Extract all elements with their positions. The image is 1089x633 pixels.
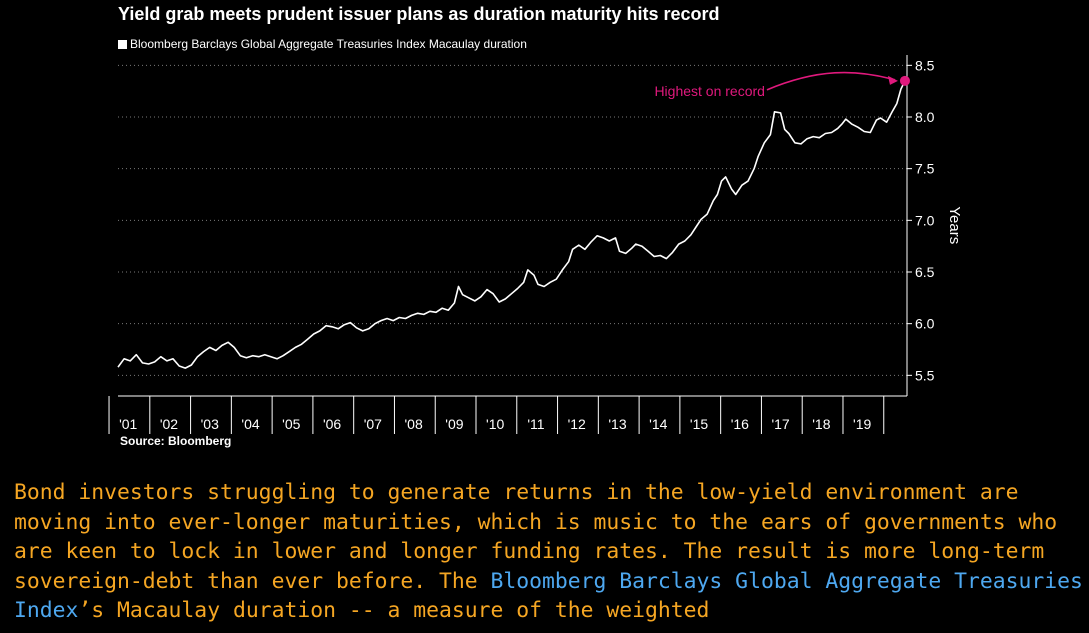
x-tick-label: '01	[119, 416, 137, 432]
article-text-continued: ’s Macaulay duration -- a measure of the…	[78, 598, 709, 623]
x-tick-label: '11	[527, 416, 544, 432]
y-tick-label: 6.5	[915, 264, 935, 280]
x-tick-label: '18	[812, 416, 830, 432]
x-tick-label: '15	[690, 416, 708, 432]
y-tick-label: 8.0	[915, 109, 935, 125]
record-high-marker	[900, 76, 910, 86]
line-chart: 5.5 6.0 6.5 7.0 7.5 8.0 8.5 '01 '02 '03 '04 '05 '06…	[0, 0, 1089, 470]
x-axis-ticks: '01 '02 '03 '04 '05 '06 '07 '08 '09 '10 '11 '12 '13 '…	[109, 396, 884, 434]
annotation-arrowhead	[888, 76, 898, 85]
x-tick-label: '05	[282, 416, 300, 432]
x-tick-label: '10	[486, 416, 504, 432]
annotation-arrow	[767, 73, 895, 90]
y-tick-label: 7.0	[915, 212, 935, 228]
x-tick-label: '02	[160, 416, 178, 432]
x-tick-label: '17	[771, 416, 789, 432]
y-tick-label: 8.5	[915, 57, 935, 73]
y-tick-label: 5.5	[915, 367, 935, 383]
article-paragraph: Bond investors struggling to generate re…	[14, 478, 1084, 626]
x-tick-label: '13	[608, 416, 626, 432]
y-axis-label: Years	[946, 206, 963, 244]
x-tick-label: '19	[853, 416, 871, 432]
y-tick-label: 7.5	[915, 161, 935, 177]
source-label: Source: Bloomberg	[120, 434, 231, 448]
x-tick-label: '04	[241, 416, 259, 432]
y-tick-label: 6.0	[915, 316, 935, 332]
series-line-duration	[118, 81, 905, 368]
x-tick-label: '09	[445, 416, 463, 432]
axes	[118, 55, 907, 396]
x-tick-label: '07	[364, 416, 382, 432]
x-tick-label: '14	[649, 416, 667, 432]
x-tick-label: '03	[201, 416, 219, 432]
x-tick-label: '12	[568, 416, 586, 432]
y-axis-ticks: 5.5 6.0 6.5 7.0 7.5 8.0 8.5	[907, 57, 935, 383]
gridlines	[118, 65, 907, 375]
x-tick-label: '06	[323, 416, 341, 432]
x-tick-label: '16	[731, 416, 749, 432]
x-tick-label: '08	[404, 416, 422, 432]
annotation-label: Highest on record	[654, 83, 765, 99]
